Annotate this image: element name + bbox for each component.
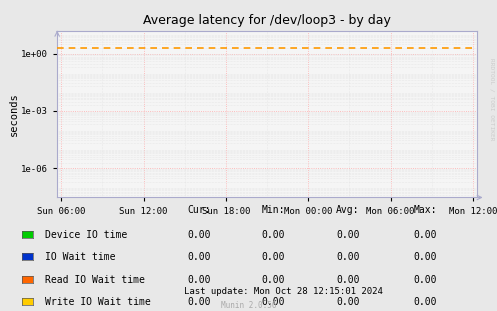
Text: Last update: Mon Oct 28 12:15:01 2024: Last update: Mon Oct 28 12:15:01 2024: [184, 287, 383, 296]
Text: IO Wait time: IO Wait time: [45, 252, 115, 262]
Text: Cur:: Cur:: [187, 205, 211, 215]
Text: Munin 2.0.56: Munin 2.0.56: [221, 301, 276, 310]
Text: 0.00: 0.00: [261, 275, 285, 285]
Text: 0.00: 0.00: [187, 275, 211, 285]
Text: 0.00: 0.00: [261, 252, 285, 262]
Text: 0.00: 0.00: [413, 230, 437, 240]
Text: Read IO Wait time: Read IO Wait time: [45, 275, 145, 285]
Text: 0.00: 0.00: [187, 297, 211, 307]
Y-axis label: seconds: seconds: [8, 92, 18, 136]
Text: Min:: Min:: [261, 205, 285, 215]
Text: 0.00: 0.00: [336, 297, 360, 307]
Text: 0.00: 0.00: [261, 230, 285, 240]
Text: Avg:: Avg:: [336, 205, 360, 215]
Text: 0.00: 0.00: [336, 252, 360, 262]
Text: Max:: Max:: [413, 205, 437, 215]
Text: Write IO Wait time: Write IO Wait time: [45, 297, 151, 307]
Text: 0.00: 0.00: [336, 230, 360, 240]
Text: 0.00: 0.00: [336, 275, 360, 285]
Text: 0.00: 0.00: [413, 297, 437, 307]
Text: 0.00: 0.00: [413, 275, 437, 285]
Text: 0.00: 0.00: [413, 252, 437, 262]
Text: 0.00: 0.00: [187, 230, 211, 240]
Text: Device IO time: Device IO time: [45, 230, 127, 240]
Text: RRDTOOL / TOBI OETIKER: RRDTOOL / TOBI OETIKER: [490, 58, 495, 141]
Text: 0.00: 0.00: [261, 297, 285, 307]
Text: 0.00: 0.00: [187, 252, 211, 262]
Title: Average latency for /dev/loop3 - by day: Average latency for /dev/loop3 - by day: [143, 14, 391, 27]
